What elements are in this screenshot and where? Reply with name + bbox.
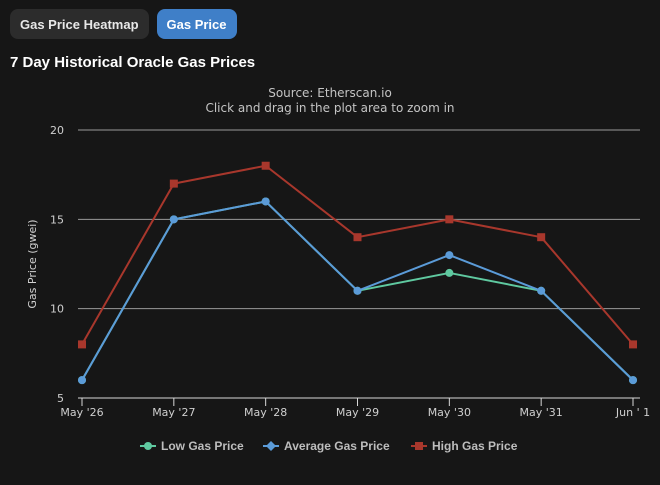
series-high-gas-price (78, 161, 637, 349)
data-point-average-gas-price[interactable] (78, 376, 86, 385)
tab-gas-price[interactable]: Gas Price (156, 9, 237, 39)
y-tick-label: 10 (50, 303, 64, 316)
legend-item-high-gas-price[interactable]: High Gas Price (411, 439, 518, 453)
legend-marker-low-gas-price[interactable] (144, 442, 152, 450)
y-tick-label: 20 (50, 124, 64, 137)
data-point-average-gas-price[interactable] (445, 251, 454, 260)
legend-label: Average Gas Price (284, 439, 390, 453)
gas-price-chart[interactable]: Source: Etherscan.io Click and drag in t… (0, 80, 660, 480)
legend-item-average-gas-price[interactable]: Average Gas Price (263, 439, 390, 453)
series-average-gas-price (78, 197, 637, 385)
tab-gas-price-heatmap[interactable]: Gas Price Heatmap (10, 9, 149, 39)
legend: Low Gas Price Average Gas Price High Gas P… (140, 439, 518, 453)
data-point-high-gas-price[interactable] (353, 233, 362, 242)
series-line-high-gas-price (81, 164, 634, 346)
data-point-average-gas-price[interactable] (537, 286, 546, 295)
legend-item-low-gas-price[interactable]: Low Gas Price (140, 439, 244, 453)
y-axis-label: Gas Price (gwei) (26, 219, 39, 308)
chart-subtitle-zoom-hint: Click and drag in the plot area to zoom … (205, 101, 454, 115)
legend-marker-high-gas-price[interactable] (415, 442, 423, 450)
page-title: 7 Day Historical Oracle Gas Prices (10, 54, 256, 71)
data-point-high-gas-price[interactable] (261, 161, 270, 170)
tab-bar: Gas Price Heatmap Gas Price (10, 9, 237, 39)
x-tick-label: May '29 (336, 406, 379, 419)
grid-lines (78, 129, 640, 399)
legend-label: High Gas Price (432, 439, 518, 453)
x-axis-ticks: May '26 May '27 May '28 May '29 May '30 May '… (60, 398, 650, 419)
data-point-high-gas-price[interactable] (445, 215, 454, 224)
data-point-average-gas-price[interactable] (261, 197, 270, 206)
x-tick-label: Jun ' 1 (615, 406, 650, 419)
data-point-average-gas-price[interactable] (629, 376, 637, 385)
x-tick-label: May '27 (152, 406, 195, 419)
data-point-high-gas-price[interactable] (537, 233, 546, 242)
legend-marker-average-gas-price[interactable] (266, 441, 276, 451)
chart-subtitle-source: Source: Etherscan.io (268, 86, 392, 100)
x-tick-label: May '31 (520, 406, 563, 419)
y-tick-label: 5 (57, 392, 64, 405)
series-layer (78, 161, 637, 385)
data-point-high-gas-price[interactable] (78, 340, 86, 349)
x-tick-label: May '30 (428, 406, 471, 419)
data-point-average-gas-price[interactable] (169, 215, 178, 224)
data-point-average-gas-price[interactable] (353, 286, 362, 295)
x-tick-label: May '28 (244, 406, 287, 419)
data-point-high-gas-price[interactable] (629, 340, 637, 349)
legend-label: Low Gas Price (161, 439, 244, 453)
y-axis-ticks: 5 10 15 20 (50, 124, 64, 405)
data-point-low-gas-price[interactable] (445, 268, 454, 277)
x-tick-label: May '26 (60, 406, 103, 419)
y-tick-label: 15 (50, 213, 64, 226)
data-point-high-gas-price[interactable] (169, 179, 178, 188)
